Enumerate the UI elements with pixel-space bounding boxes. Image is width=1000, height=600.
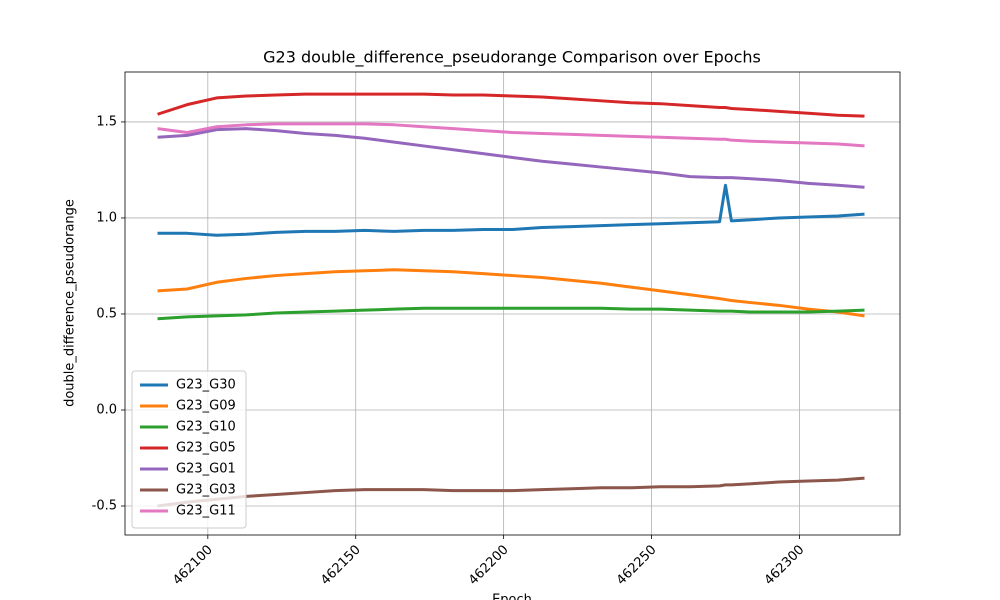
legend-label: G23_G10 [176,420,236,435]
legend-label: G23_G05 [176,441,236,456]
legend-label: G23_G09 [176,399,236,414]
x-axis-label: Epoch [492,593,532,600]
legend-label: G23_G03 [176,483,236,498]
series-line [157,183,865,237]
y-tick-label: 0.5 [96,306,117,321]
series-line [157,476,865,508]
y-axis-label: double_difference_pseudorange [63,199,78,407]
legend-label: G23_G30 [176,378,236,393]
series-line [157,92,865,118]
plot-frame [124,71,901,536]
y-tick-label: 1.0 [96,210,117,225]
y-tick-label: -0.5 [92,499,117,514]
legend-label: G23_G01 [176,462,236,477]
legend-label: G23_G11 [176,504,236,519]
y-tick-label: 0.0 [96,402,117,417]
chart-title: G23 double_difference_pseudorange Compar… [263,48,761,68]
series-line [157,268,865,318]
y-tick-label: 1.5 [96,114,117,129]
series-line [157,122,865,148]
series-line [157,306,865,321]
series-line [157,127,865,189]
